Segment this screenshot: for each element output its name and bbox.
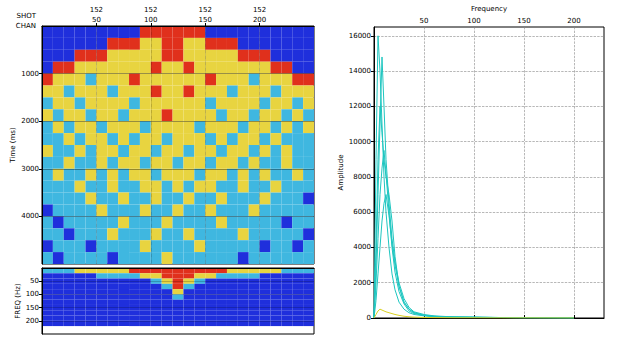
svg-text:152: 152 [144,6,157,14]
svg-text:150: 150 [517,17,530,25]
svg-text:200: 200 [26,317,39,325]
svg-text:4000: 4000 [21,212,39,220]
svg-text:200: 200 [253,16,266,24]
svg-text:150: 150 [26,304,39,312]
svg-text:152: 152 [90,6,103,14]
svg-text:12000: 12000 [349,102,371,110]
svg-text:200: 200 [567,17,580,25]
svg-text:0: 0 [367,314,371,322]
svg-text:Frequency: Frequency [471,5,507,13]
svg-text:150: 150 [199,16,212,24]
svg-text:10000: 10000 [349,138,371,146]
svg-text:152: 152 [199,6,212,14]
svg-text:2000: 2000 [353,279,371,287]
svg-text:50: 50 [30,277,39,285]
svg-text:Amplitude: Amplitude [337,155,345,191]
svg-text:152: 152 [253,6,266,14]
svg-text:50: 50 [92,16,101,24]
svg-text:SHOT: SHOT [17,12,37,20]
svg-text:FREQ (Hz): FREQ (Hz) [14,283,22,319]
svg-text:100: 100 [144,16,157,24]
svg-text:100: 100 [26,290,39,298]
svg-text:Time (ms): Time (ms) [9,127,17,164]
svg-text:16000: 16000 [349,32,371,40]
svg-text:CHAN: CHAN [16,22,36,30]
svg-text:4000: 4000 [353,243,371,251]
svg-text:8000: 8000 [353,173,371,181]
svg-text:100: 100 [467,17,480,25]
svg-text:3000: 3000 [21,165,39,173]
svg-text:14000: 14000 [349,67,371,75]
svg-text:1000: 1000 [21,70,39,78]
svg-text:6000: 6000 [353,208,371,216]
svg-text:2000: 2000 [21,117,39,125]
svg-text:50: 50 [420,17,429,25]
